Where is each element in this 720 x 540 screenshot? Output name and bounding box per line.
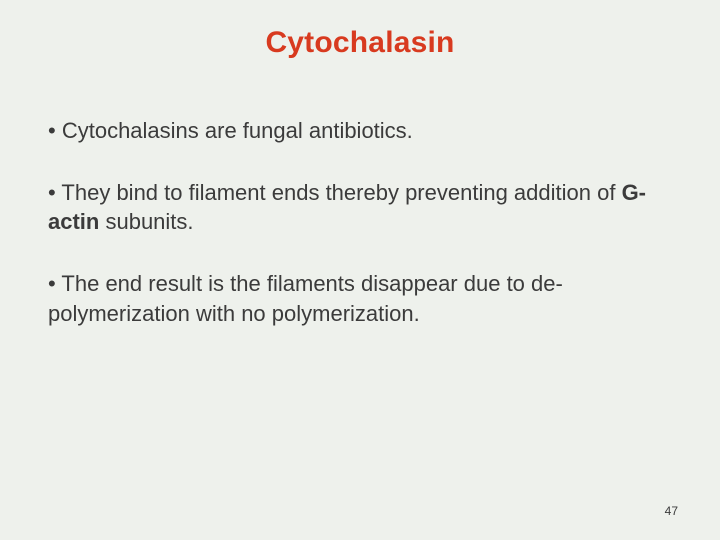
bullet-2-prefix: • — [48, 180, 61, 205]
bullet-1: • Cytochalasins are fungal antibiotics. — [48, 116, 672, 146]
bullet-3-text: The end result is the filaments disappea… — [48, 271, 563, 326]
bullet-1-text: Cytochalasins are fungal antibiotics. — [62, 118, 413, 143]
bullet-1-prefix: • — [48, 118, 62, 143]
slide-title: Cytochalasin — [48, 26, 672, 60]
slide: Cytochalasin • Cytochalasins are fungal … — [0, 0, 720, 540]
bullet-2: • They bind to filament ends thereby pre… — [48, 178, 672, 237]
bullet-3: • The end result is the filaments disapp… — [48, 269, 672, 328]
page-number: 47 — [665, 504, 678, 518]
bullet-3-prefix: • — [48, 271, 61, 296]
bullet-2-before: They bind to filament ends thereby preve… — [61, 180, 621, 205]
bullet-2-after: subunits. — [99, 209, 193, 234]
